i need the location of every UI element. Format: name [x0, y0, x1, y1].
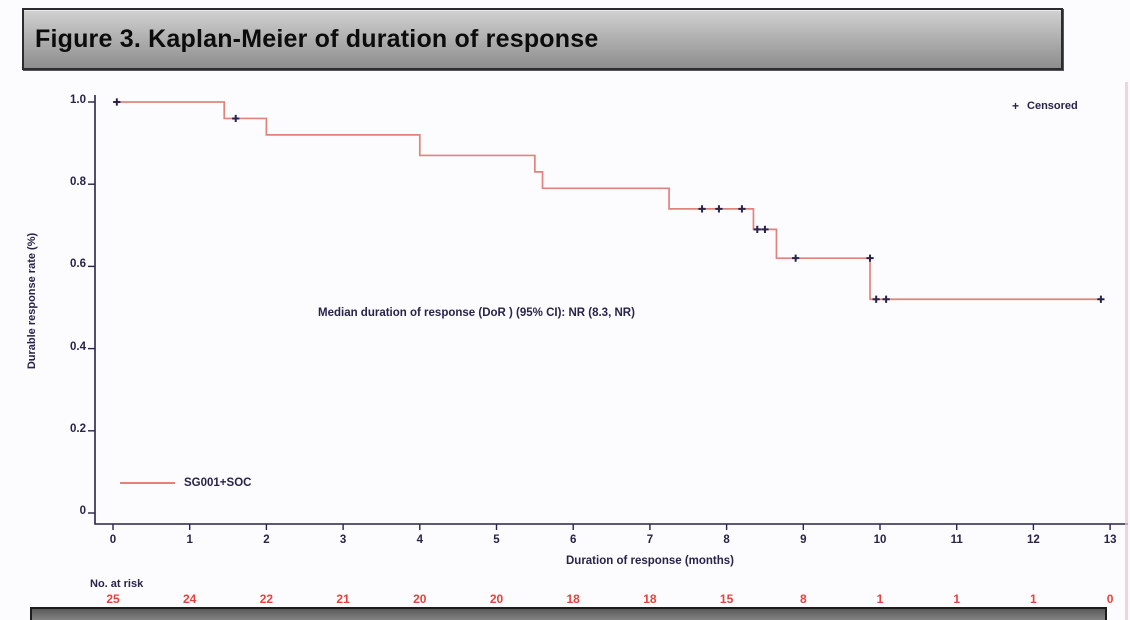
at-risk-value: 1 — [953, 592, 961, 606]
x-tick-label: 12 — [1026, 534, 1040, 546]
at-risk-value: 22 — [259, 592, 274, 606]
next-figure-bar-cropped — [30, 607, 1107, 620]
axis-lines — [94, 95, 1128, 525]
median-dor-annotation: Median duration of response (DoR ) (95% … — [318, 307, 635, 319]
censor-mark — [761, 225, 769, 234]
x-axis-title: Duration of response (months) — [565, 555, 735, 567]
censor-mark — [792, 254, 800, 262]
no-at-risk-label: No. at risk — [90, 578, 144, 590]
censor-mark — [698, 205, 706, 213]
at-risk-value: 20 — [413, 592, 427, 606]
x-tick-label: 9 — [800, 534, 807, 546]
x-tick-label: 7 — [646, 534, 654, 546]
series-legend-label: SG001+SOC — [184, 477, 252, 489]
x-tick-label: 4 — [416, 534, 423, 546]
at-risk-value: 1 — [1030, 592, 1037, 606]
y-axis-title: Durable response rate (%) — [26, 232, 38, 370]
km-curve — [113, 101, 1103, 301]
censor-mark — [715, 205, 723, 213]
x-tick-label: 11 — [950, 534, 963, 546]
at-risk-value: 1 — [876, 592, 884, 606]
x-tick-label: 1 — [186, 534, 193, 546]
x-tick-label: 6 — [569, 534, 577, 546]
at-risk-value: 24 — [183, 592, 197, 606]
at-risk-value: 18 — [643, 592, 657, 606]
x-tick-label: 2 — [263, 534, 270, 546]
y-tick-label: 0.6 — [70, 258, 86, 271]
censored-legend: + Censored — [1012, 100, 1078, 112]
x-tick-label: 3 — [339, 534, 347, 546]
y-tick-label: 0.8 — [70, 176, 86, 189]
series-line-icon — [120, 482, 175, 484]
censor-mark — [882, 295, 890, 303]
censor-mark — [232, 114, 240, 123]
censor-mark — [866, 254, 874, 262]
figure-title-bar: Figure 3. Kaplan-Meier of duration of re… — [22, 8, 1063, 70]
censor-mark — [872, 295, 880, 303]
censor-mark — [753, 225, 761, 234]
right-edge-artifact — [1125, 82, 1128, 620]
at-risk-value: 15 — [719, 592, 734, 606]
at-risk-value: 25 — [106, 592, 120, 606]
censor-mark — [738, 205, 746, 213]
at-risk-value: 20 — [489, 592, 504, 606]
y-tick-label: 0.4 — [70, 340, 86, 353]
x-tick-label: 8 — [723, 534, 730, 546]
at-risk-value: 18 — [566, 592, 580, 606]
y-tick-label: 0 — [79, 505, 86, 517]
x-tick-label: 0 — [109, 534, 117, 546]
censored-plus-icon: + — [1012, 99, 1020, 113]
at-risk-value: 21 — [336, 592, 350, 606]
censored-legend-label: Censored — [1027, 100, 1078, 112]
x-tick-label: 10 — [873, 534, 887, 546]
figure-title: Figure 3. Kaplan-Meier of duration of re… — [35, 24, 599, 53]
censor-mark — [113, 98, 121, 106]
x-tick-label: 13 — [1103, 534, 1117, 546]
x-tick-label: 5 — [493, 534, 500, 546]
at-risk-value: 0 — [1106, 592, 1114, 606]
y-tick-label: 1.0 — [70, 94, 86, 106]
y-tick-label: 0.2 — [70, 422, 86, 435]
censor-mark — [1097, 295, 1105, 303]
series-legend: SG001+SOC — [120, 477, 251, 489]
at-risk-value: 8 — [799, 592, 807, 606]
